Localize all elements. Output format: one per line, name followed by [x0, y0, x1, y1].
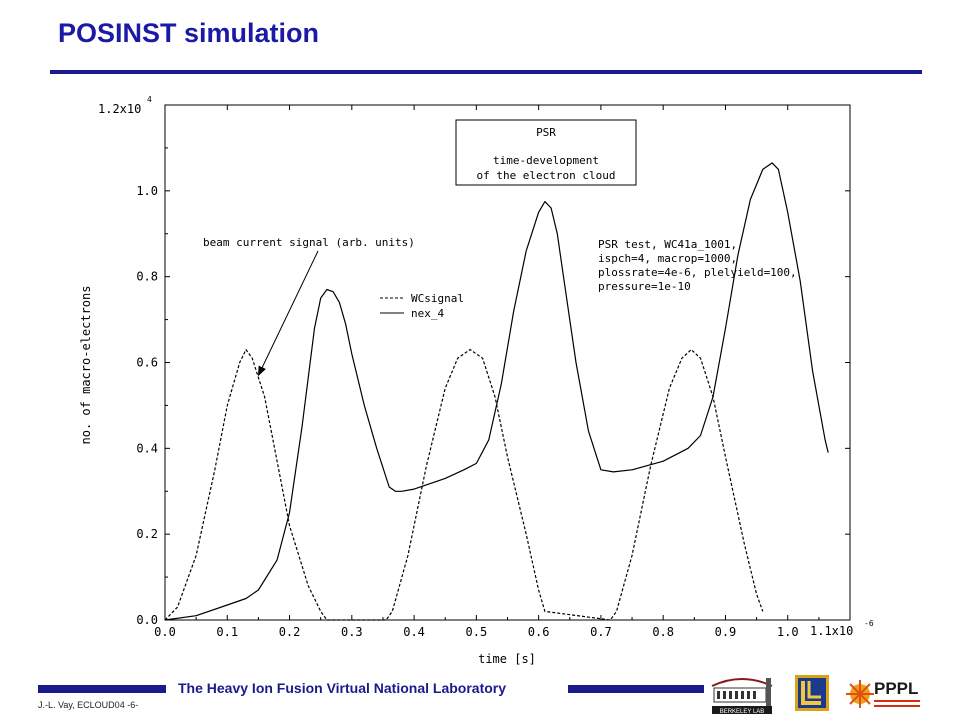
y-tick-label: 1.0 — [136, 184, 158, 198]
x-tick-label: 0.6 — [528, 625, 550, 639]
series-line-nex-4 — [164, 162, 829, 621]
legend-label-wcsignal: WCsignal — [411, 292, 464, 305]
x-axis-label: time [s] — [478, 652, 536, 666]
x-tick-label: 1.0 — [777, 625, 799, 639]
annotation-arrow — [257, 250, 319, 377]
y-tick-label: 0.4 — [136, 441, 158, 455]
x-tick-label: 0.7 — [590, 625, 612, 639]
psr-box-line: time-development — [493, 154, 599, 167]
y-tick-label: 0.8 — [136, 270, 158, 284]
footer-lab-name: The Heavy Ion Fusion Virtual National La… — [178, 680, 507, 696]
arrow-annotation-label: beam current signal (arb. units) — [203, 236, 415, 249]
title-rule — [50, 70, 922, 74]
legend: WCsignal nex_4 — [380, 292, 464, 320]
x-tick-label: 0.2 — [279, 625, 301, 639]
y-tick-label: 0.2 — [136, 527, 158, 541]
footer-bar-right — [568, 685, 704, 693]
psr-annotation-box: PSR time-development of the electron clo… — [455, 119, 637, 186]
x-tick-label: 0.8 — [652, 625, 674, 639]
params-line: PSR test, WC41a_1001, — [598, 238, 737, 251]
params-line: ispch=4, macrop=1000, — [598, 252, 737, 265]
y-axis-ticks: 0.0 0.2 0.4 0.6 0.8 1.0 — [136, 147, 850, 627]
y-axis-max-label: 1.2x10 — [98, 102, 141, 116]
x-axis-ticks: 0.0 0.1 0.2 0.3 0.4 0.5 0.6 0.7 0.8 0.9 1.0 — [154, 105, 851, 639]
params-annotation: PSR test, WC41a_1001, ispch=4, macrop=10… — [598, 238, 797, 293]
x-tick-label: 0.9 — [715, 625, 737, 639]
footer-author: J.-L. Vay, ECLOUD04 -6- — [38, 700, 139, 710]
x-tick-label: 0.0 — [154, 625, 176, 639]
y-axis-label: no. of macro-electrons — [79, 286, 93, 445]
params-line: pressure=1e-10 — [598, 280, 691, 293]
berkeley-lab-logo-text: BERKELEY LAB — [720, 709, 765, 715]
params-line: plossrate=4e-6, plelyield=100, — [598, 266, 797, 279]
series-layer — [164, 162, 829, 621]
x-tick-label: 0.1 — [216, 625, 238, 639]
legend-label-nex: nex_4 — [411, 307, 444, 320]
pppl-logo-text: PPPL — [874, 679, 918, 698]
y-tick-label: 0.6 — [136, 356, 158, 370]
x-tick-label: 0.5 — [466, 625, 488, 639]
psr-box-line: of the electron cloud — [476, 169, 615, 182]
psr-box-line: PSR — [536, 126, 556, 139]
berkeley-lab-logo: BERKELEY LAB — [711, 678, 773, 715]
llnl-logo — [795, 675, 829, 711]
series-line-wcsignal — [164, 349, 764, 621]
x-axis-max-label: 1.1x10 — [810, 624, 853, 638]
y-tick-label: 0.0 — [136, 613, 158, 627]
slide-title: POSINST simulation — [58, 18, 320, 48]
chart: 0.0 0.1 0.2 0.3 0.4 0.5 0.6 0.7 0.8 0.9 1.0 0.0 0.2… — [79, 95, 874, 666]
x-tick-label: 0.3 — [341, 625, 363, 639]
x-axis-exponent: -6 — [864, 619, 874, 628]
x-tick-label: 0.4 — [403, 625, 425, 639]
pppl-logo: PPPL — [846, 679, 920, 708]
y-axis-exponent: 4 — [147, 95, 152, 104]
footer-bar-left — [38, 685, 166, 693]
